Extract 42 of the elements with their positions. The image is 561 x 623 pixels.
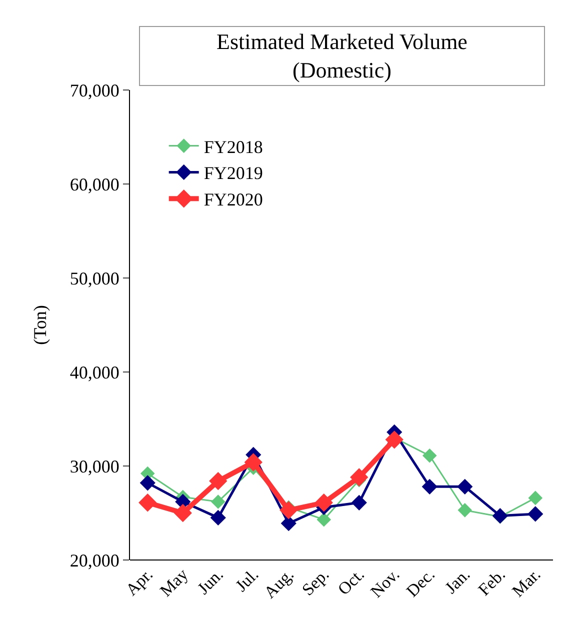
point — [422, 448, 437, 463]
y-tick-label: 30,000 — [70, 456, 120, 476]
x-tick-label: Mar. — [508, 564, 544, 601]
point — [140, 475, 156, 491]
x-tick-label: Oct. — [334, 564, 368, 599]
x-tick-label: Aug. — [260, 564, 298, 602]
point — [316, 512, 332, 527]
point — [457, 478, 473, 494]
x-tick-label: Jan. — [441, 564, 474, 598]
point — [528, 506, 544, 522]
y-tick-label: 20,000 — [70, 550, 120, 570]
point — [209, 472, 228, 490]
point — [174, 504, 192, 522]
chart-title: Estimated Marketed Volume (Domestic) — [216, 29, 468, 83]
point — [528, 490, 543, 506]
point — [210, 494, 226, 509]
y-axis-title: (Ton) — [30, 305, 50, 345]
x-tick-label: Jun. — [194, 564, 227, 598]
x-tick-label: Apr. — [122, 564, 156, 600]
y-tick-label: 60,000 — [70, 174, 120, 194]
x-tick-label: Feb. — [474, 564, 509, 600]
point — [314, 494, 333, 512]
x-tick-label: May — [156, 564, 192, 600]
x-tick-label: Sep. — [298, 564, 333, 600]
legend-label: FY2020 — [204, 190, 263, 210]
y-tick-label: 40,000 — [70, 362, 120, 382]
x-tick-label: Nov. — [366, 564, 404, 602]
point — [280, 501, 298, 520]
y-tick-label: 50,000 — [70, 268, 120, 288]
y-tick-label: 70,000 — [70, 80, 120, 100]
legend-label: FY2018 — [204, 136, 263, 157]
point — [280, 516, 296, 532]
legend-label: FY2019 — [204, 163, 263, 184]
x-tick-label: Dec. — [402, 564, 438, 601]
point — [210, 510, 226, 526]
point — [385, 430, 404, 449]
point — [458, 503, 472, 518]
point — [138, 494, 157, 512]
x-tick-label: Jul. — [232, 564, 262, 596]
point — [422, 478, 438, 494]
point — [244, 453, 262, 472]
point — [351, 494, 367, 510]
